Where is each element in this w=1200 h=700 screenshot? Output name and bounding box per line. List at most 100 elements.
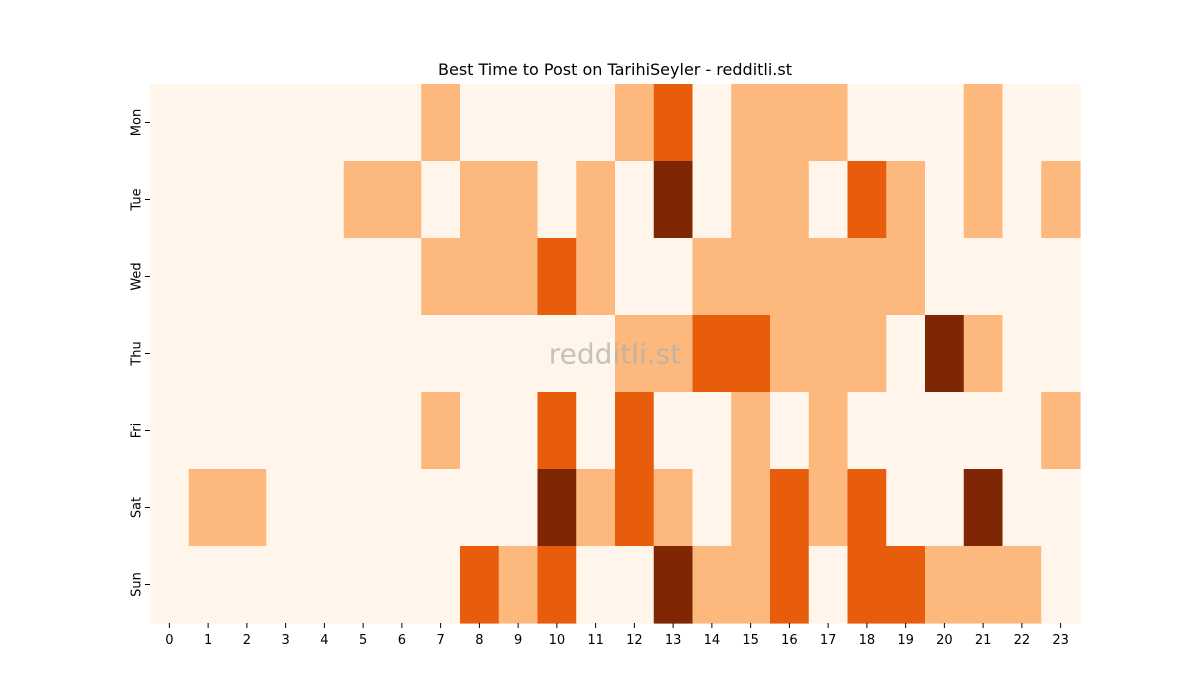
heatmap-cell-sun-1 (188, 546, 229, 624)
heatmap-cell-sat-8 (460, 469, 500, 547)
heatmap-cell-sat-9 (498, 469, 539, 547)
heatmap-cell-tue-12 (615, 161, 655, 239)
y-axis: Mon Tue Wed Thu Fri Sat Sun (130, 109, 150, 597)
heatmap-cell-mon-15 (731, 84, 771, 162)
heatmap-cell-thu-9 (498, 315, 539, 393)
heatmap-cell-wed-2 (227, 238, 267, 316)
heatmap-cell-wed-14 (692, 238, 732, 316)
x-tick-label: 9 (514, 633, 522, 648)
heatmap-cell-fri-16 (770, 392, 810, 470)
heatmap-cell-sat-2 (227, 469, 267, 547)
y-tick-label: Thu (130, 341, 145, 366)
heatmap-cell-fri-21 (963, 392, 1004, 470)
heatmap-cell-wed-19 (886, 238, 926, 316)
heatmap-cell-mon-14 (692, 84, 732, 162)
heatmap-cell-sun-3 (266, 546, 306, 624)
heatmap-cell-tue-22 (1002, 161, 1042, 239)
heatmap-cell-fri-23 (1041, 392, 1081, 470)
heatmap-cell-thu-7 (421, 315, 461, 393)
heatmap-cell-fri-6 (382, 392, 422, 470)
heatmap-cell-wed-22 (1002, 238, 1042, 316)
heatmap-cell-thu-8 (460, 315, 500, 393)
heatmap-cell-mon-7 (421, 84, 461, 162)
heatmap-cell-sun-17 (808, 546, 849, 624)
heatmap-cell-wed-15 (731, 238, 771, 316)
heatmap-cell-sat-16 (770, 469, 810, 547)
heatmap-cell-sat-13 (653, 469, 694, 547)
heatmap-cell-tue-20 (925, 161, 965, 239)
heatmap-cell-wed-16 (770, 238, 810, 316)
heatmap-cell-wed-13 (653, 238, 694, 316)
heatmap-cell-thu-10 (537, 315, 577, 393)
heatmap-cell-thu-0 (150, 315, 190, 393)
heatmap-cell-thu-14 (692, 315, 732, 393)
heatmap-cell-mon-20 (925, 84, 965, 162)
heatmap-cell-sat-11 (576, 469, 616, 547)
heatmap-cell-mon-17 (808, 84, 849, 162)
chart-title: Best Time to Post on TarihiSeyler - redd… (438, 60, 792, 79)
heatmap-cell-sat-15 (731, 469, 771, 547)
heatmap-cell-tue-6 (382, 161, 422, 239)
heatmap-cell-thu-20 (925, 315, 965, 393)
heatmap-cell-mon-13 (653, 84, 694, 162)
heatmap-cell-thu-17 (808, 315, 849, 393)
heatmap-cell-tue-16 (770, 161, 810, 239)
y-tick-label: Sun (130, 572, 145, 597)
heatmap-cell-mon-2 (227, 84, 267, 162)
heatmap-cell-wed-11 (576, 238, 616, 316)
x-tick-label: 10 (549, 633, 566, 648)
heatmap-cell-tue-17 (808, 161, 849, 239)
x-tick-label: 23 (1052, 633, 1069, 648)
heatmap-cell-sat-4 (305, 469, 345, 547)
heatmap-cell-sun-16 (770, 546, 810, 624)
x-tick-label: 6 (398, 633, 406, 648)
heatmap-cell-sun-18 (847, 546, 887, 624)
heatmap-cell-fri-12 (615, 392, 655, 470)
heatmap-cell-sun-10 (537, 546, 577, 624)
heatmap-cell-thu-6 (382, 315, 422, 393)
heatmap-cell-sat-0 (150, 469, 190, 547)
heatmap-cell-sun-14 (692, 546, 732, 624)
watermark: redditli.st (549, 338, 681, 371)
heatmap-cell-tue-3 (266, 161, 306, 239)
x-tick-label: 1 (204, 633, 212, 648)
y-tick-label: Sat (130, 497, 145, 518)
x-tick-label: 14 (704, 633, 721, 648)
heatmap-cell-mon-19 (886, 84, 926, 162)
heatmap-cell-sat-3 (266, 469, 306, 547)
x-tick-label: 19 (897, 633, 914, 648)
x-tick-label: 0 (165, 633, 173, 648)
heatmap-cell-thu-11 (576, 315, 616, 393)
heatmap-cell-mon-21 (963, 84, 1004, 162)
heatmap-cell-fri-11 (576, 392, 616, 470)
heatmap-cell-mon-18 (847, 84, 887, 162)
heatmap-cell-thu-13 (653, 315, 694, 393)
heatmap-cell-tue-7 (421, 161, 461, 239)
heatmap-cell-sat-19 (886, 469, 926, 547)
heatmap-cell-fri-22 (1002, 392, 1042, 470)
heatmap-cell-sun-0 (150, 546, 190, 624)
heatmap-cell-wed-21 (963, 238, 1004, 316)
heatmap-cell-mon-16 (770, 84, 810, 162)
heatmap-cell-fri-4 (305, 392, 345, 470)
heatmap-cell-thu-23 (1041, 315, 1081, 393)
heatmap-cell-wed-10 (537, 238, 577, 316)
y-tick-label: Wed (130, 262, 145, 290)
heatmap-cell-sat-12 (615, 469, 655, 547)
heatmap-cell-fri-2 (227, 392, 267, 470)
heatmap-cell-mon-10 (537, 84, 577, 162)
heatmap-cell-tue-4 (305, 161, 345, 239)
x-tick-label: 17 (820, 633, 837, 648)
heatmap-cell-fri-1 (188, 392, 229, 470)
heatmap-cell-sun-4 (305, 546, 345, 624)
heatmap-cell-fri-15 (731, 392, 771, 470)
x-tick-label: 22 (1014, 633, 1031, 648)
heatmap-cell-wed-4 (305, 238, 345, 316)
heatmap-cell-sat-17 (808, 469, 849, 547)
heatmap-cell-thu-5 (343, 315, 384, 393)
heatmap-cell-sat-7 (421, 469, 461, 547)
heatmap-cell-sat-23 (1041, 469, 1081, 547)
heatmap-cell-tue-15 (731, 161, 771, 239)
heatmap-cell-thu-15 (731, 315, 771, 393)
x-tick-label: 11 (587, 633, 604, 648)
